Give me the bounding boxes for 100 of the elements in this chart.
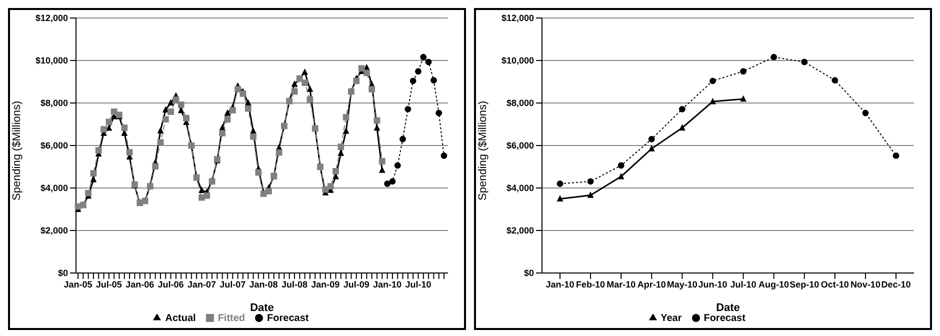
point bbox=[291, 80, 298, 87]
x-tick-label: Sep-10 bbox=[790, 279, 820, 290]
point bbox=[404, 106, 412, 112]
point bbox=[168, 99, 174, 106]
y-tick-label: $8,000 bbox=[40, 98, 68, 108]
point bbox=[363, 70, 370, 76]
point bbox=[556, 180, 564, 187]
point bbox=[240, 90, 246, 97]
x-axis-title: Date bbox=[250, 302, 274, 314]
x-tick-label: Jan-08 bbox=[249, 279, 278, 290]
x-tick-label: Nov-10 bbox=[850, 279, 880, 290]
x-tick-label: Jan-07 bbox=[187, 279, 216, 290]
point bbox=[244, 99, 252, 106]
point bbox=[157, 126, 164, 134]
y-axis-title: Spending ($Millions) bbox=[476, 100, 489, 200]
point bbox=[95, 147, 102, 154]
point bbox=[740, 95, 746, 102]
x-tick-label: Feb-10 bbox=[576, 279, 606, 290]
x-tick-label: Jan-06 bbox=[126, 279, 154, 290]
point bbox=[178, 102, 184, 108]
x-tick-label: Mar-10 bbox=[606, 279, 636, 290]
point bbox=[306, 96, 314, 103]
point bbox=[183, 114, 190, 122]
point bbox=[90, 170, 97, 177]
x-tick-label: Dec-10 bbox=[881, 279, 911, 290]
y-tick-label: $8,000 bbox=[506, 98, 534, 108]
point bbox=[410, 78, 416, 84]
point bbox=[338, 144, 344, 150]
point bbox=[327, 183, 334, 190]
y-tick-label: $4,000 bbox=[506, 183, 534, 194]
point bbox=[244, 105, 252, 112]
point bbox=[400, 136, 406, 142]
y-tick-label: $6,000 bbox=[506, 140, 534, 151]
x-tick-label: Jul-06 bbox=[158, 279, 184, 290]
point bbox=[710, 78, 716, 84]
point bbox=[618, 172, 624, 180]
point bbox=[204, 192, 210, 199]
y-tick-label: $2,000 bbox=[506, 226, 534, 236]
point bbox=[430, 77, 437, 84]
point bbox=[126, 149, 133, 156]
x-tick-label: Jan-09 bbox=[311, 279, 340, 290]
point bbox=[157, 139, 164, 146]
point bbox=[162, 116, 169, 123]
x-tick-label: May-10 bbox=[666, 279, 698, 290]
point bbox=[234, 86, 242, 92]
legend-label: Forecast bbox=[704, 313, 746, 324]
point bbox=[224, 116, 231, 123]
point bbox=[648, 136, 655, 142]
point bbox=[121, 124, 128, 132]
point bbox=[342, 114, 350, 120]
point bbox=[178, 106, 184, 114]
y-tick-label: $0 bbox=[524, 268, 534, 278]
point bbox=[302, 80, 308, 86]
point bbox=[710, 98, 716, 104]
point bbox=[378, 166, 386, 173]
x-tick-label: Jan-05 bbox=[64, 279, 92, 290]
point bbox=[266, 188, 272, 194]
point bbox=[420, 54, 427, 60]
point bbox=[770, 54, 778, 60]
point bbox=[440, 152, 448, 159]
point bbox=[85, 190, 92, 196]
point bbox=[374, 117, 380, 124]
x-tick-label: Apr-10 bbox=[637, 279, 666, 290]
y-tick-label: $4,000 bbox=[40, 183, 68, 194]
point bbox=[587, 192, 594, 198]
x-tick-label: Jun-10 bbox=[698, 279, 728, 290]
point bbox=[338, 149, 344, 156]
point bbox=[389, 178, 396, 185]
point bbox=[394, 162, 401, 169]
y-tick-label: $12,000 bbox=[501, 13, 534, 24]
point bbox=[618, 162, 624, 169]
point bbox=[255, 169, 262, 176]
point bbox=[801, 58, 808, 66]
point bbox=[332, 168, 339, 174]
point bbox=[368, 86, 376, 92]
point bbox=[168, 108, 174, 115]
y-tick-label: $10,000 bbox=[501, 56, 534, 66]
x-tick-label: Jul-08 bbox=[282, 279, 308, 290]
point bbox=[100, 126, 107, 133]
x-tick-label: Jul-07 bbox=[220, 279, 246, 290]
legend-label: Year bbox=[660, 313, 682, 324]
point bbox=[90, 176, 97, 182]
y-tick-label: $10,000 bbox=[35, 56, 68, 66]
point bbox=[198, 186, 205, 194]
point bbox=[342, 127, 350, 134]
legend-label: Forecast bbox=[267, 313, 309, 324]
y-tick-label: $0 bbox=[58, 268, 68, 278]
point bbox=[384, 180, 390, 187]
x-tick-label: Jan-10 bbox=[373, 279, 402, 290]
point bbox=[250, 133, 256, 140]
x-tick-label: Aug-10 bbox=[758, 279, 790, 290]
y-tick-label: $12,000 bbox=[35, 13, 68, 24]
legend-label: Actual bbox=[165, 313, 196, 324]
point bbox=[678, 106, 686, 112]
point bbox=[892, 152, 900, 159]
x-tick-label: Jan-10 bbox=[546, 279, 574, 290]
point bbox=[425, 58, 432, 66]
point bbox=[648, 144, 655, 152]
x-tick-label: Jul-10 bbox=[730, 279, 756, 290]
point bbox=[832, 77, 838, 84]
